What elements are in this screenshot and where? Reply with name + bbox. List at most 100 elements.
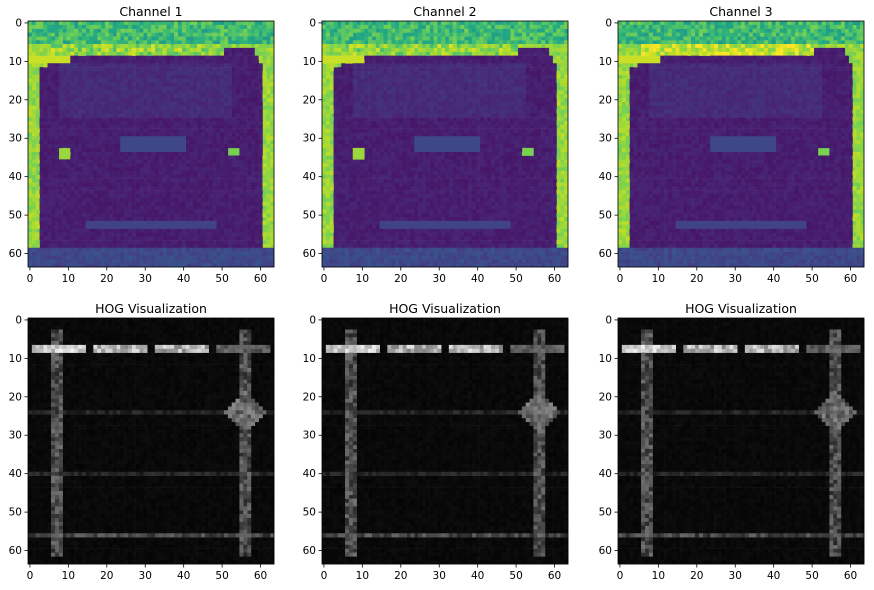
heatmap-cells [456,344,461,350]
heatmap-cells [825,259,834,264]
subplot-title: HOG Visualization [95,301,207,316]
x-tick-label: 50 [215,273,228,285]
heatmap-cells [333,329,542,553]
heatmap-cells [648,40,653,45]
heatmap-cells [406,247,557,264]
heatmap-cells [81,247,256,268]
heatmap-cells [675,44,746,56]
y-tick-label: 50 [9,507,22,519]
heatmap-cells [66,78,183,118]
heatmap-cells [698,348,703,353]
y-tick-label: 40 [599,468,612,480]
heatmap-cells [775,47,780,53]
heatmap-cells [147,32,152,37]
heatmap-cells [629,28,853,41]
heatmap-cells [679,40,684,45]
heatmap-cells [197,348,202,353]
heatmap-cells [698,24,703,29]
heatmap-cells [656,63,823,118]
x-tick-label: 40 [471,570,484,582]
heatmap-cells [124,44,129,49]
heatmap-cells [360,36,365,41]
heatmap-cells [860,120,865,126]
heatmap-cells [445,47,450,53]
heatmap-cells [135,32,140,37]
heatmap-cells [498,51,503,56]
heatmap-cells [131,348,136,353]
heatmap-cells [174,47,179,53]
heatmap-cells [798,32,803,37]
heatmap-cells [47,36,52,41]
heatmap-cells [387,344,392,350]
heatmap-cells [621,344,626,350]
y-tick-label: 40 [599,171,612,183]
heatmap-cells [744,44,749,49]
heatmap-cells [621,94,626,99]
heatmap-cells [258,47,263,53]
heatmap-cells [421,32,427,37]
heatmap-cells [648,47,653,53]
heatmap-cells [43,55,259,249]
x-tick-label: 20 [100,273,113,285]
heatmap-cells [197,44,202,49]
heatmap-cells [483,44,488,49]
heatmap-cells [752,24,776,41]
heatmap-cells [368,348,373,353]
heatmap-cells [81,410,86,415]
heatmap-cells [648,344,653,350]
heatmap-cells [479,471,484,476]
y-tick-label: 30 [303,133,316,145]
heatmap-cells [537,425,542,430]
heatmap-cells [262,201,267,237]
heatmap-cells [548,410,553,415]
heatmap-cells [375,21,380,26]
heatmap-cells [28,251,271,268]
heatmap-cells [633,28,638,33]
heatmap-cells [43,59,259,249]
heatmap-cells [62,63,233,118]
x-tick-label: 30 [433,273,446,285]
axes-frame [617,20,865,268]
x-tick-label: 0 [27,570,34,582]
heatmap-cells [58,32,63,37]
heatmap-cells [227,410,252,426]
heatmap-cells [352,348,357,353]
heatmap-cells [556,224,561,229]
y-tick-label: 60 [303,248,316,260]
heatmap-cells [683,51,688,56]
heatmap-cells [345,344,350,350]
heatmap-cells [852,28,857,33]
heatmap-cells [352,40,357,45]
heatmap-cells [618,128,623,133]
heatmap-cells [54,21,156,45]
heatmap-cells [322,140,327,145]
heatmap-cells [852,144,857,149]
heatmap-cells [856,36,861,41]
y-tick-label: 30 [599,430,612,442]
x-tick-label: 50 [509,570,522,582]
x-tick-label: 30 [139,570,152,582]
subplot-4: HOG Visualization 0 10 20 30 40 50 60 0 10 20 30 40 5… [9,301,275,582]
heatmap-cells [352,67,523,118]
heatmap-cells [227,24,233,29]
heatmap-cells [621,247,865,268]
heatmap-cells [717,51,723,56]
heatmap-cells [698,51,703,56]
heatmap-cells [452,51,457,56]
heatmap-cells [402,348,407,353]
heatmap-cells [398,40,404,45]
heatmap-cells [644,51,650,56]
heatmap-cells [325,228,330,233]
heatmap-cells [391,51,396,56]
x-tick-label: 40 [177,273,190,285]
heatmap-cells [58,128,256,222]
heatmap-cells [706,348,711,353]
heatmap-cells [652,32,846,41]
heatmap-cells [760,28,765,33]
heatmap-cells [825,391,838,403]
heatmap-cells [31,197,36,202]
y-tick-label: 0 [605,314,612,326]
y-tick-label: 0 [309,314,316,326]
heatmap-cells [556,109,561,114]
heatmap-cells [844,406,849,411]
